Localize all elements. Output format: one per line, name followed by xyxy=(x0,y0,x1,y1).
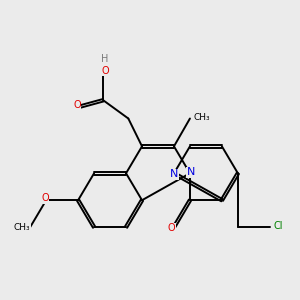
Text: N: N xyxy=(187,167,195,177)
Text: CH₃: CH₃ xyxy=(194,113,210,122)
Text: O: O xyxy=(168,223,176,233)
Text: N: N xyxy=(170,169,178,179)
Text: O: O xyxy=(101,66,109,76)
Text: H: H xyxy=(101,54,109,64)
Text: O: O xyxy=(73,100,81,110)
Text: Cl: Cl xyxy=(273,221,283,231)
Text: CH₃: CH₃ xyxy=(14,223,30,232)
Text: O: O xyxy=(41,194,49,203)
